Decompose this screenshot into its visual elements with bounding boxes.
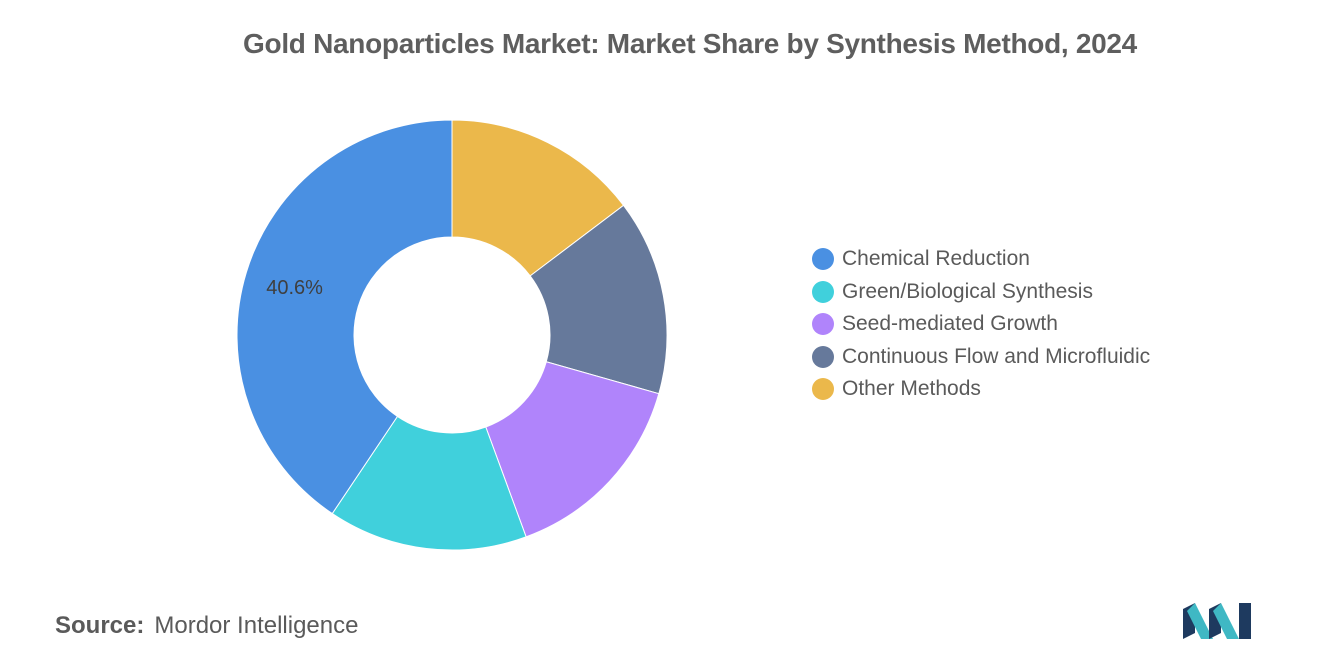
logo-shape-right	[1239, 603, 1251, 639]
legend-label: Continuous Flow and Microfluidic	[842, 344, 1151, 368]
legend-label: Chemical Reduction	[842, 247, 1030, 271]
donut-slice-seed-mediated-growth	[485, 361, 660, 538]
legend-swatch	[812, 345, 834, 368]
source-label: Source:	[55, 612, 145, 639]
legend-item-chemical-reduction: Chemical Reduction	[812, 243, 1150, 276]
legend-swatch	[812, 313, 834, 336]
donut-slice-continuous-flow-and-microfluidic	[529, 204, 668, 395]
legend-swatch	[812, 378, 834, 401]
legend-label: Other Methods	[842, 377, 981, 401]
logo-shape-right-accent	[1213, 603, 1239, 639]
logo-shape-left-accent	[1187, 603, 1213, 639]
legend-swatch	[812, 248, 834, 271]
source-note: Source: Mordor Intelligence	[55, 612, 358, 640]
legend-item-green-biological-synthesis: Green/Biological Synthesis	[812, 276, 1150, 309]
donut-slice-green-biological-synthesis	[331, 415, 527, 551]
chart-title: Gold Nanoparticles Market: Market Share …	[243, 28, 1137, 59]
donut-slice-other-methods	[451, 119, 625, 277]
mordor-intelligence-logo-icon	[1183, 603, 1251, 639]
chart-legend: Chemical Reduction Green/Biological Synt…	[812, 243, 1150, 406]
donut-slice-chemical-reduction	[236, 119, 453, 515]
legend-item-continuous-flow-microfluidic: Continuous Flow and Microfluidic	[812, 341, 1150, 374]
legend-item-seed-mediated-growth: Seed-mediated Growth	[812, 308, 1150, 341]
legend-item-other-methods: Other Methods	[812, 373, 1150, 406]
donut-data-label: 40.6%	[266, 277, 323, 299]
legend-label: Seed-mediated Growth	[842, 312, 1058, 336]
legend-label: Green/Biological Synthesis	[842, 279, 1093, 303]
legend-swatch	[812, 280, 834, 303]
source-value: Mordor Intelligence	[154, 612, 359, 639]
